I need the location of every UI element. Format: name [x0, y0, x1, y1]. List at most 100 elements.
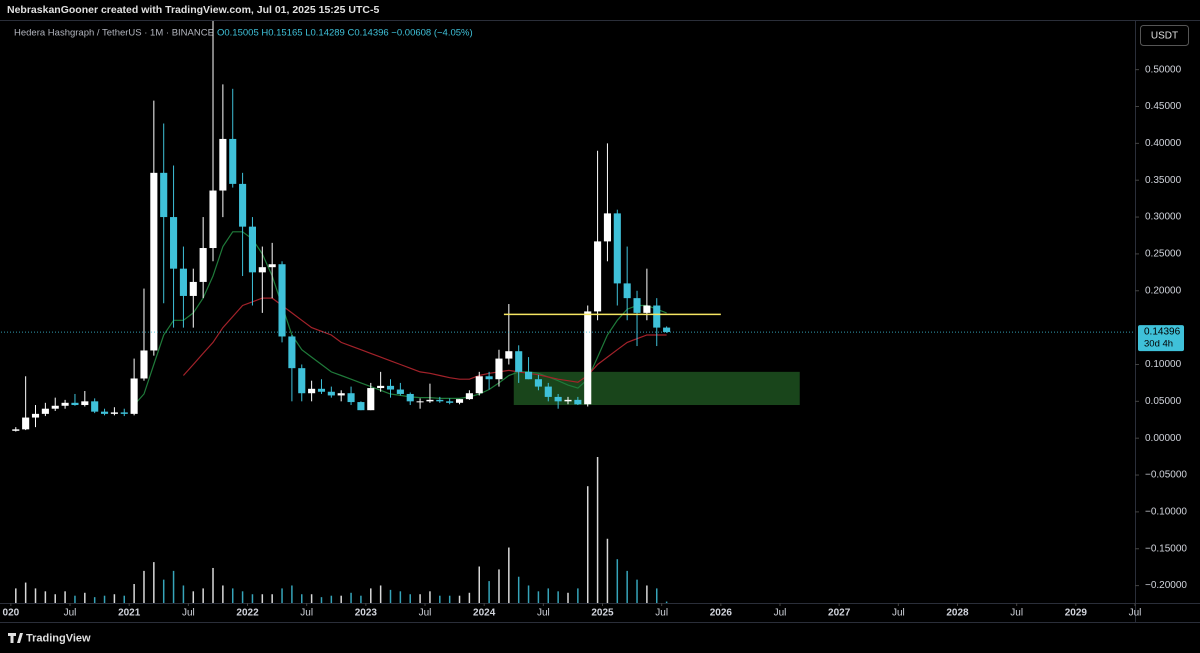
volume-bar	[143, 570, 145, 603]
candle-body	[534, 379, 542, 387]
candle-body	[120, 412, 128, 414]
candle-body	[515, 351, 523, 372]
volume-bar	[202, 588, 204, 603]
volume-bar	[153, 562, 155, 603]
volume-bar	[241, 591, 244, 603]
candle-body	[278, 264, 286, 337]
volume-bar	[192, 591, 195, 603]
volume-bar	[379, 585, 382, 603]
volume-bar	[458, 595, 461, 603]
volume-bar	[44, 591, 47, 603]
volume-bar	[567, 592, 569, 603]
candle-body	[475, 376, 483, 394]
countdown-label: 30d 4h	[1144, 339, 1173, 350]
candle-body	[544, 386, 552, 397]
volume-bar	[616, 559, 619, 603]
x-tick-label: 2029	[1065, 608, 1088, 619]
y-tick-label: 0.25000	[1145, 249, 1182, 260]
tradingview-logo: TradingView	[8, 632, 91, 644]
volume-bar	[271, 594, 273, 603]
candle-body	[584, 311, 592, 405]
volume-bar	[399, 591, 402, 603]
volume-bar	[517, 576, 520, 603]
candle-body	[406, 393, 414, 402]
x-tick-label: 2022	[236, 608, 259, 619]
candle-body	[594, 241, 602, 312]
volume-bar	[508, 547, 510, 603]
candle-body	[12, 429, 20, 431]
volume-bar	[231, 588, 234, 603]
candle-body	[199, 248, 207, 282]
candle-body	[239, 183, 247, 227]
candle-body	[288, 336, 296, 369]
volume-bar	[448, 595, 451, 603]
x-tick-label: 2026	[710, 608, 733, 619]
volume-bar	[370, 588, 372, 603]
candle-body	[22, 417, 30, 430]
candle-body	[347, 393, 355, 403]
candle-body	[248, 226, 257, 273]
candle-body	[564, 399, 572, 402]
volume-bar	[330, 595, 333, 603]
candle-body	[140, 350, 148, 379]
candle-body	[495, 358, 503, 380]
last-price-label: 0.14396	[1144, 327, 1181, 338]
volume-bar	[340, 595, 342, 603]
x-tick-label: Jul	[64, 608, 77, 619]
candle-body	[268, 264, 276, 268]
volume-bar	[172, 570, 175, 603]
volume-bar	[320, 597, 323, 603]
x-tick-label: Jul	[774, 608, 787, 619]
x-tick-label: Jul	[655, 608, 668, 619]
volume-bar	[596, 457, 599, 603]
volume-bar	[301, 594, 303, 603]
volume-bar	[74, 595, 76, 603]
volume-bar	[222, 585, 224, 603]
candle-body	[258, 267, 266, 273]
candle-body	[209, 190, 217, 249]
y-tick-label: 0.20000	[1145, 285, 1182, 296]
volume-bar	[646, 585, 648, 603]
candle-body	[613, 213, 621, 284]
candle-body	[643, 305, 651, 313]
candle-body	[179, 268, 187, 296]
currency-button[interactable]	[1140, 25, 1189, 46]
x-tick-label: 2025	[591, 608, 614, 619]
y-tick-label: 0.05000	[1145, 396, 1182, 407]
x-tick-label: 2027	[828, 608, 851, 619]
candle-body	[603, 213, 611, 242]
candle-body	[41, 408, 49, 414]
volume-bar	[665, 601, 668, 603]
candle-body	[327, 391, 335, 396]
candle-body	[574, 399, 582, 405]
x-tick-label: Jul	[1010, 608, 1023, 619]
volume-bar	[655, 588, 658, 603]
candle-body	[367, 388, 375, 411]
candle-body	[91, 401, 99, 412]
candle-body	[229, 138, 237, 184]
candle-body	[308, 388, 316, 394]
candle-body	[51, 405, 59, 409]
last-price-box	[1138, 325, 1184, 352]
candle-body	[189, 281, 197, 296]
y-tick-label: 0.45000	[1145, 101, 1182, 112]
candle-body	[485, 376, 493, 380]
x-tick-label: Jul	[537, 608, 550, 619]
y-tick-label: −0.05000	[1145, 470, 1187, 481]
volume-bar	[557, 591, 559, 603]
candle-body	[357, 402, 365, 411]
x-tick-label: 2021	[118, 608, 141, 619]
x-tick-label: Jul	[182, 608, 195, 619]
volume-bar	[577, 588, 579, 603]
candle-body	[219, 138, 227, 191]
volume-bar	[547, 588, 550, 603]
candle-body	[386, 385, 395, 390]
y-tick-label: −0.15000	[1145, 543, 1187, 554]
volume-bar	[468, 592, 471, 603]
volume-bar	[15, 588, 17, 603]
volume-bar	[162, 579, 165, 603]
x-tick-label: Jul	[419, 608, 432, 619]
volume-bar	[251, 594, 254, 603]
candle-body	[663, 327, 671, 333]
y-tick-label: 0.40000	[1145, 138, 1182, 149]
